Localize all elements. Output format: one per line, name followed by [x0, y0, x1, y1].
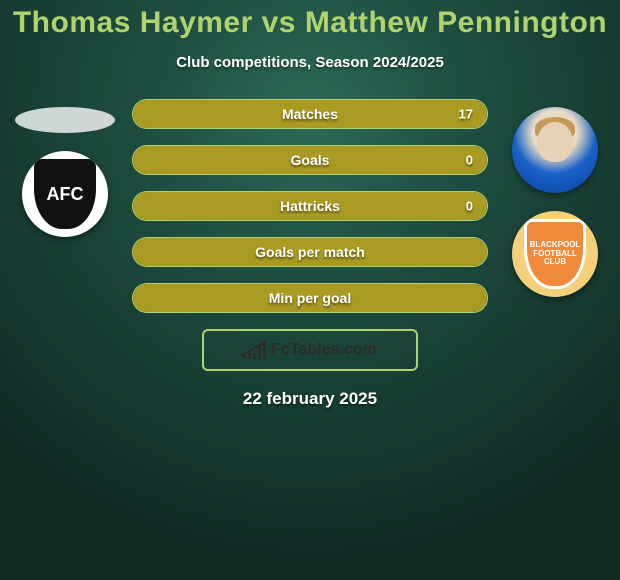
stat-value-right: 0 [466, 153, 473, 168]
stat-row-3: Goals per match [132, 237, 488, 267]
player-right-avatar [512, 107, 598, 193]
stat-value-right: 17 [459, 107, 473, 122]
page-title: Thomas Haymer vs Matthew Pennington [0, 0, 620, 40]
infographic: Thomas Haymer vs Matthew Pennington Club… [0, 0, 620, 409]
player-left-avatar-placeholder [15, 107, 115, 133]
date-line: 22 february 2025 [0, 389, 620, 409]
avatar-head [537, 122, 573, 162]
main-row: AFC Matches17Goals0Hattricks0Goals per m… [0, 71, 620, 313]
stats-column: Matches17Goals0Hattricks0Goals per match… [120, 99, 500, 313]
stat-label: Matches [133, 106, 487, 122]
brand-box: FcTables.com [202, 329, 418, 371]
club-left-shield: AFC [34, 159, 96, 229]
stat-label: Goals [133, 152, 487, 168]
club-right-name-2: CLUB [544, 258, 566, 267]
club-left-logo: AFC [22, 151, 108, 237]
left-column: AFC [10, 99, 120, 237]
subtitle: Club competitions, Season 2024/2025 [0, 54, 620, 71]
stat-row-0: Matches17 [132, 99, 488, 129]
stat-value-right: 0 [466, 199, 473, 214]
stat-label: Hattricks [133, 198, 487, 214]
stat-label: Min per goal [133, 290, 487, 306]
club-right-logo: BLACKPOOL FOOTBALL CLUB [512, 211, 598, 297]
stat-label: Goals per match [133, 244, 487, 260]
brand-text: FcTables.com [271, 341, 377, 359]
stat-row-4: Min per goal [132, 283, 488, 313]
stat-row-1: Goals0 [132, 145, 488, 175]
club-right-shield: BLACKPOOL FOOTBALL CLUB [524, 219, 586, 289]
right-column: BLACKPOOL FOOTBALL CLUB [500, 99, 610, 297]
stat-row-2: Hattricks0 [132, 191, 488, 221]
chart-icon [243, 341, 265, 359]
